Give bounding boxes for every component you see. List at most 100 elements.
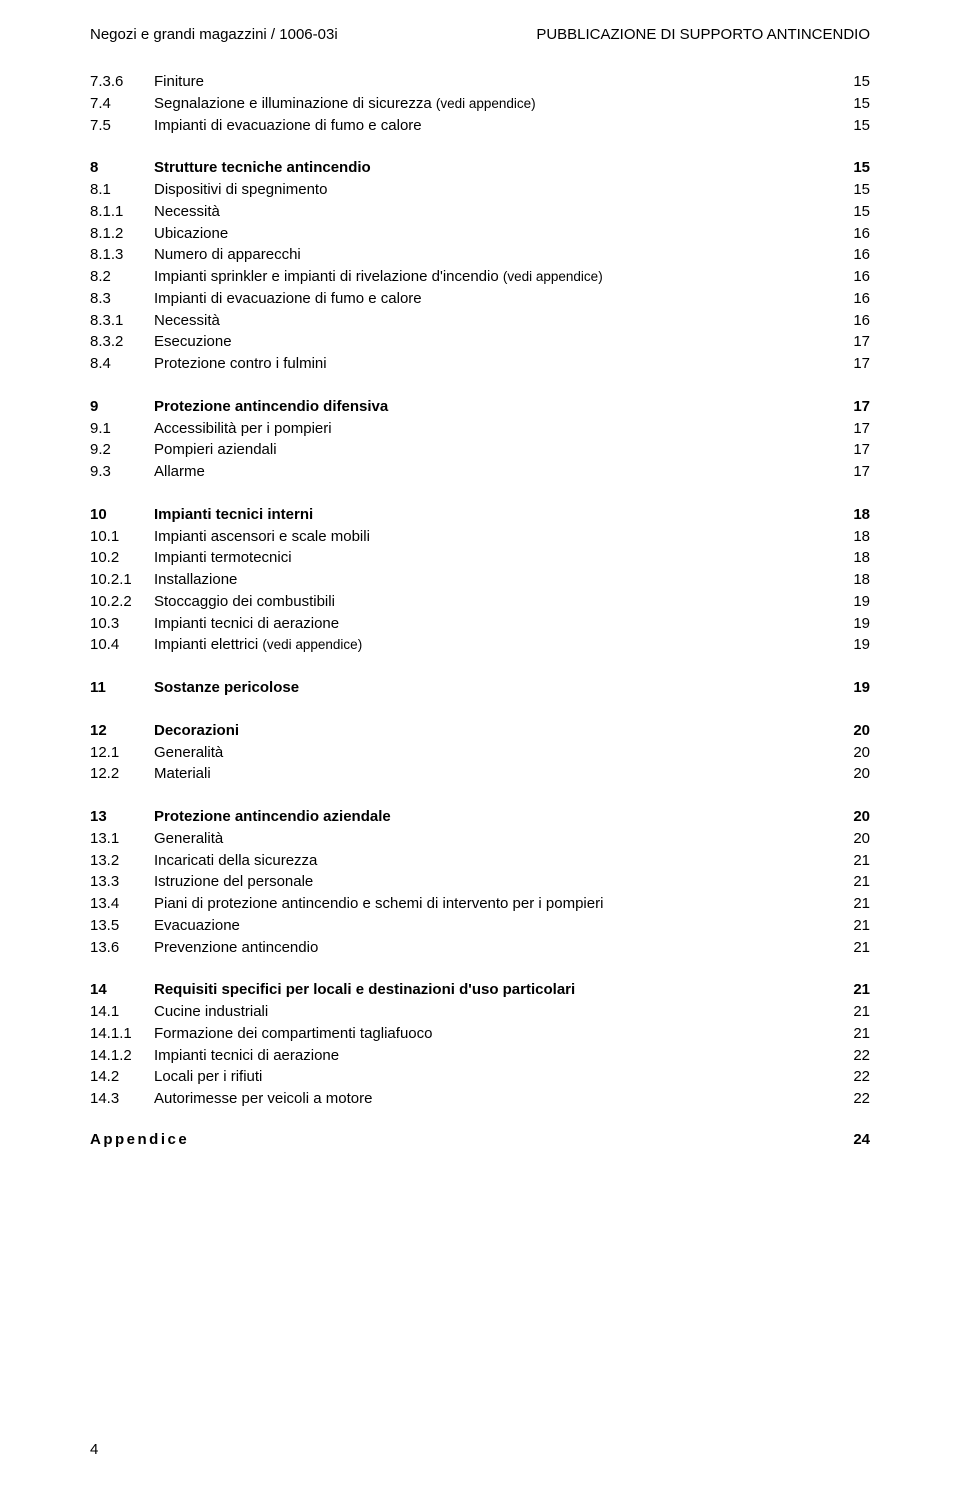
toc-line: 8.3Impianti di evacuazione di fumo e cal… — [90, 288, 870, 310]
toc-number: 7.5 — [90, 115, 154, 137]
toc-title: Prevenzione antincendio — [154, 937, 830, 959]
toc-number: 11 — [90, 677, 154, 699]
toc-page: 18 — [830, 569, 870, 591]
toc-line: 14.1.2Impianti tecnici di aerazione22 — [90, 1045, 870, 1067]
toc-page: 16 — [830, 244, 870, 266]
toc-line: 7.4Segnalazione e illuminazione di sicur… — [90, 93, 870, 115]
toc-paren: (vedi appendice) — [503, 269, 603, 284]
toc-page: 17 — [830, 331, 870, 353]
toc-line: 14.1.1Formazione dei compartimenti tagli… — [90, 1023, 870, 1045]
toc-page: 17 — [830, 418, 870, 440]
toc-number: 9.1 — [90, 418, 154, 440]
toc-number: 8.1.3 — [90, 244, 154, 266]
toc-page: 17 — [830, 353, 870, 375]
toc-title: Strutture tecniche antincendio — [154, 157, 830, 179]
page-header: Negozi e grandi magazzini / 1006-03i PUB… — [90, 26, 870, 43]
toc-number: 14 — [90, 979, 154, 1001]
toc-page: 15 — [830, 201, 870, 223]
toc-number: 8.4 — [90, 353, 154, 375]
toc-number: 12.2 — [90, 763, 154, 785]
toc-title: Impianti tecnici di aerazione — [154, 613, 830, 635]
toc-number: 12.1 — [90, 742, 154, 764]
toc-number: 14.3 — [90, 1088, 154, 1110]
toc-title: Decorazioni — [154, 720, 830, 742]
toc-page: 17 — [830, 396, 870, 418]
group-gap — [90, 375, 870, 396]
toc-page: 18 — [830, 526, 870, 548]
toc-title: Protezione contro i fulmini — [154, 353, 830, 375]
toc-page: 21 — [830, 1001, 870, 1023]
toc-title: Impianti tecnici interni — [154, 504, 830, 526]
toc-line: 10.4Impianti elettrici (vedi appendice)1… — [90, 634, 870, 656]
toc-line: 8.1.3Numero di apparecchi16 — [90, 244, 870, 266]
toc-title: Sostanze pericolose — [154, 677, 830, 699]
toc-line: 8.3.1Necessità16 — [90, 310, 870, 332]
toc-page: 21 — [830, 1023, 870, 1045]
toc-number: 14.1.2 — [90, 1045, 154, 1067]
toc-page: 17 — [830, 461, 870, 483]
toc-line: 11Sostanze pericolose19 — [90, 677, 870, 699]
toc-line: 10.1Impianti ascensori e scale mobili18 — [90, 526, 870, 548]
toc-number: 8.2 — [90, 266, 154, 288]
toc-title: Allarme — [154, 461, 830, 483]
toc-number: 7.4 — [90, 93, 154, 115]
toc-number: 13.2 — [90, 850, 154, 872]
toc-number: 13.5 — [90, 915, 154, 937]
toc-number: 13.6 — [90, 937, 154, 959]
toc-title: Impianti elettrici (vedi appendice) — [154, 634, 830, 656]
toc-page: 21 — [830, 937, 870, 959]
toc-title: Impianti termotecnici — [154, 547, 830, 569]
toc-line: 13Protezione antincendio aziendale20 — [90, 806, 870, 828]
toc-page: 20 — [830, 763, 870, 785]
toc-title: Protezione antincendio difensiva — [154, 396, 830, 418]
toc-line: 8.1.1Necessità15 — [90, 201, 870, 223]
toc-number: 8.1.1 — [90, 201, 154, 223]
toc-title: Locali per i rifiuti — [154, 1066, 830, 1088]
toc-number: 8.1.2 — [90, 223, 154, 245]
toc-page: 16 — [830, 266, 870, 288]
toc-page: 20 — [830, 720, 870, 742]
toc-title: Protezione antincendio aziendale — [154, 806, 830, 828]
group-gap — [90, 483, 870, 504]
toc-line: 8.1Dispositivi di spegnimento15 — [90, 179, 870, 201]
toc-number: 8.3.2 — [90, 331, 154, 353]
toc-line: 8.3.2Esecuzione17 — [90, 331, 870, 353]
toc-line: 7.5Impianti di evacuazione di fumo e cal… — [90, 115, 870, 137]
header-right: PUBBLICAZIONE DI SUPPORTO ANTINCENDIO — [536, 26, 870, 43]
toc-page: 15 — [830, 115, 870, 137]
toc-paren: (vedi appendice) — [436, 96, 536, 111]
toc-number: 13 — [90, 806, 154, 828]
toc-title: Installazione — [154, 569, 830, 591]
toc-number: 9.2 — [90, 439, 154, 461]
table-of-contents: 7.3.6Finiture157.4Segnalazione e illumin… — [90, 71, 870, 1110]
toc-title: Evacuazione — [154, 915, 830, 937]
toc-page: 21 — [830, 850, 870, 872]
toc-line: 10Impianti tecnici interni18 — [90, 504, 870, 526]
toc-line: 10.2.2Stoccaggio dei combustibili19 — [90, 591, 870, 613]
toc-title: Piani di protezione antincendio e schemi… — [154, 893, 830, 915]
toc-page: 20 — [830, 806, 870, 828]
toc-page: 17 — [830, 439, 870, 461]
toc-line: 14.2Locali per i rifiuti22 — [90, 1066, 870, 1088]
appendix-title: Appendice — [90, 1131, 189, 1148]
group-gap — [90, 785, 870, 806]
toc-number: 14.2 — [90, 1066, 154, 1088]
toc-title: Impianti di evacuazione di fumo e calore — [154, 115, 830, 137]
toc-number: 14.1 — [90, 1001, 154, 1023]
toc-page: 15 — [830, 179, 870, 201]
toc-number: 10.3 — [90, 613, 154, 635]
toc-page: 19 — [830, 613, 870, 635]
toc-line: 13.5Evacuazione21 — [90, 915, 870, 937]
toc-page: 16 — [830, 223, 870, 245]
toc-line: 14Requisiti specifici per locali e desti… — [90, 979, 870, 1001]
toc-number: 10.1 — [90, 526, 154, 548]
toc-line: 8.4Protezione contro i fulmini17 — [90, 353, 870, 375]
toc-number: 8.1 — [90, 179, 154, 201]
toc-number: 7.3.6 — [90, 71, 154, 93]
toc-line: 13.1Generalità20 — [90, 828, 870, 850]
toc-title: Finiture — [154, 71, 830, 93]
toc-line: 8.1.2Ubicazione16 — [90, 223, 870, 245]
toc-title: Necessità — [154, 201, 830, 223]
toc-page: 21 — [830, 915, 870, 937]
group-gap — [90, 699, 870, 720]
